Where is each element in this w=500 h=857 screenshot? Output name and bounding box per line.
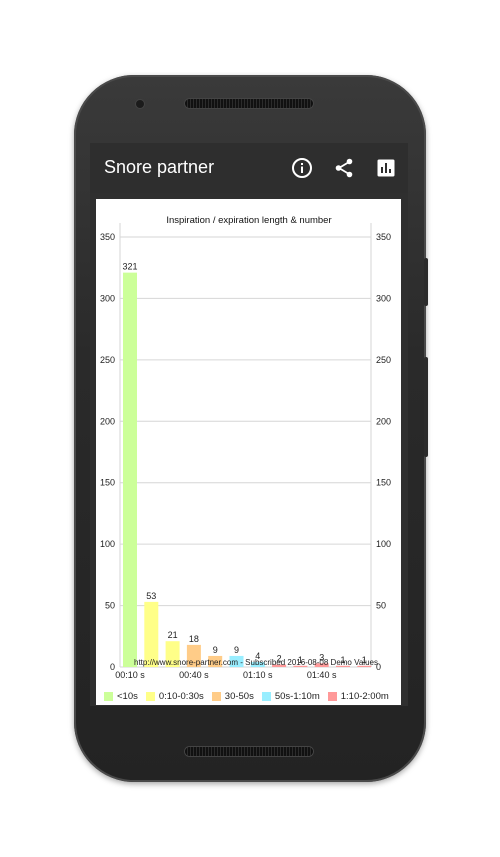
bar-value-label: 53 — [146, 591, 156, 601]
phone-screen: Snore partner — [90, 143, 408, 706]
volume-button — [424, 357, 428, 457]
y-tick-label-right: 350 — [376, 232, 391, 242]
bar-value-label: 18 — [189, 634, 199, 644]
legend-swatch — [261, 691, 271, 701]
legend-label: 1:10-2:00m — [340, 690, 389, 702]
chart-panel: Inspiration / expiration length & number… — [96, 199, 401, 705]
legend-label: 30-50s — [224, 690, 254, 702]
share-button[interactable] — [332, 156, 356, 180]
bar-value-label: 1 — [298, 655, 303, 665]
y-tick-label-right: 300 — [376, 293, 391, 303]
bar — [186, 644, 201, 667]
y-tick-label-left: 150 — [100, 478, 115, 488]
legend-item: 50s-1:10m — [261, 690, 320, 702]
y-tick-label-left: 350 — [100, 232, 115, 242]
chart-title: Inspiration / expiration length & number — [166, 215, 331, 226]
legend-swatch — [211, 691, 221, 701]
x-tick-label: 00:40 s — [179, 670, 209, 680]
bar — [357, 665, 372, 667]
y-tick-label-left: 300 — [100, 293, 115, 303]
bar-value-label: 3 — [319, 652, 324, 662]
y-tick-label-right: 250 — [376, 355, 391, 365]
x-tick-label: 01:40 s — [307, 670, 337, 680]
bar — [123, 272, 137, 667]
bar-chart: Inspiration / expiration length & number… — [100, 215, 391, 680]
chart-grid — [119, 223, 372, 668]
bar-chart-icon — [377, 159, 395, 177]
bar — [208, 655, 223, 667]
bar — [144, 601, 159, 667]
bar-value-label: 9 — [213, 645, 218, 655]
y-tick-label-left: 100 — [100, 539, 115, 549]
y-tick-label-right: 50 — [376, 601, 386, 611]
y-tick-label-right: 200 — [376, 416, 391, 426]
bar — [272, 664, 287, 667]
y-tick-label-right: 0 — [376, 662, 381, 672]
y-axis-right: 0 50 100 150 200 250 300 350 — [376, 232, 391, 672]
info-icon — [292, 158, 312, 178]
legend-swatch — [327, 691, 337, 701]
bar-value-label: 21 — [168, 630, 178, 640]
bar-value-label: 1 — [362, 655, 367, 665]
legend-swatch — [104, 691, 113, 701]
chart-legend: <10s 0:10-0:30s 30-50s 50s-1:10m 1:10-2:00m — [104, 689, 404, 703]
legend-label: 0:10-0:30s — [158, 690, 204, 702]
y-tick-label-left: 0 — [110, 662, 115, 672]
watermark-text: http://www.snore-partner.com - Subscribe… — [134, 658, 378, 667]
bar-value-label: 2 — [277, 654, 282, 664]
bar — [229, 655, 244, 667]
bar-value-label: 9 — [234, 645, 239, 655]
legend-swatch — [145, 691, 155, 701]
bar — [250, 662, 265, 667]
y-tick-label-left: 50 — [105, 601, 115, 611]
app-bar: Snore partner — [90, 143, 408, 193]
bottom-speaker — [185, 747, 313, 756]
y-axis-left: 0 50 100 150 200 250 300 350 — [100, 232, 115, 672]
x-tick-label: 00:10 s — [115, 670, 145, 680]
y-tick-label-left: 200 — [100, 416, 115, 426]
bar — [293, 665, 308, 667]
y-tick-label-right: 150 — [376, 478, 391, 488]
legend-item: 1:10-2:00m — [327, 690, 389, 702]
statistics-button[interactable] — [374, 156, 398, 180]
bar-value-label: 321 — [122, 262, 137, 272]
bar-value-label: 1 — [340, 655, 345, 665]
legend-label: 50s-1:10m — [274, 690, 320, 702]
chart-bars — [123, 272, 372, 667]
y-tick-label-left: 250 — [100, 355, 115, 365]
legend-item: 0:10-0:30s — [145, 690, 204, 702]
bar — [165, 641, 180, 667]
bar — [336, 665, 350, 667]
share-icon — [335, 158, 353, 178]
bar — [314, 663, 329, 667]
x-tick-label: 01:10 s — [243, 670, 273, 680]
legend-label: <10s — [117, 690, 138, 702]
info-button[interactable] — [290, 156, 314, 180]
front-camera — [136, 100, 144, 108]
legend-item: 30-50s — [211, 690, 254, 702]
top-speaker — [185, 99, 313, 108]
app-title: Snore partner — [104, 157, 215, 177]
legend-item: <10s — [104, 691, 138, 702]
x-axis: 00:10 s 00:40 s 01:10 s 01:40 s — [115, 670, 337, 680]
y-tick-label-right: 100 — [376, 539, 391, 549]
bar-value-label: 4 — [255, 651, 260, 661]
power-button — [424, 258, 428, 306]
